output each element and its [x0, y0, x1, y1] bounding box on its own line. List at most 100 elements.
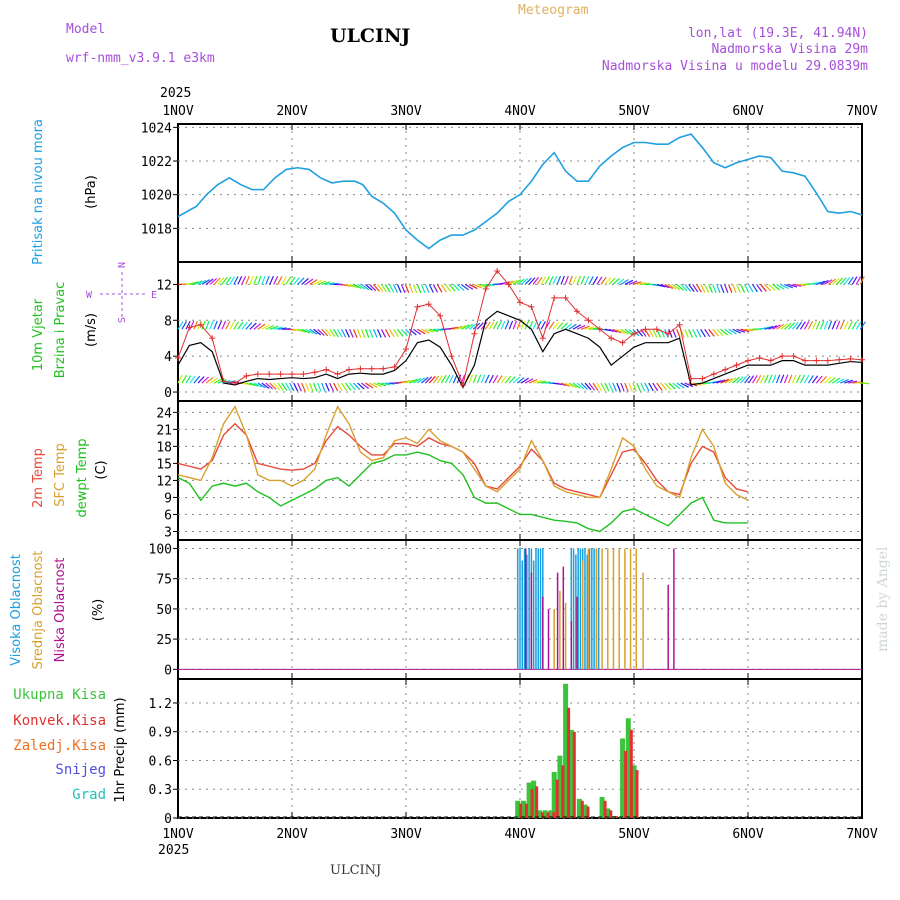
wind-arrow — [189, 375, 196, 384]
wind-arrow — [345, 382, 352, 391]
wind-arrow — [213, 277, 221, 285]
precip-total-bar — [542, 810, 548, 818]
wind-arrow — [428, 284, 434, 293]
wind-arrow — [392, 284, 398, 293]
y-tick-label: 0.6 — [149, 754, 172, 769]
wind-arrow — [616, 382, 621, 392]
wind-arrow — [360, 329, 366, 338]
wind-arrow — [285, 382, 291, 392]
wind-arrow — [568, 275, 573, 285]
wind-arrow — [353, 329, 358, 338]
wind-arrow — [273, 276, 279, 285]
precip-conv-bar — [546, 812, 550, 818]
wind-arrow — [580, 325, 590, 330]
wind-arrow — [772, 324, 781, 330]
wind-arrow — [376, 329, 382, 338]
wind-arrow — [297, 328, 307, 333]
precip-conv-bar — [609, 810, 613, 818]
wind-arrow — [744, 375, 751, 384]
y-tick-label: 0 — [164, 663, 172, 678]
wind-arrow — [799, 374, 806, 384]
wind-arrow — [828, 377, 836, 384]
wind-arrow — [824, 279, 833, 285]
wind-arrow — [201, 279, 210, 285]
wind-arrow — [396, 284, 402, 293]
precip-conv-bar — [561, 765, 565, 818]
wind-arrow — [596, 382, 603, 392]
precip-total-bar — [536, 810, 542, 818]
wind-arrow — [672, 283, 681, 291]
wind-arrow — [815, 375, 823, 384]
wind-arrow — [752, 375, 758, 384]
footer-station: ULCINJ — [330, 863, 381, 878]
wind-arrow — [269, 325, 279, 330]
wind-arrow — [855, 321, 862, 330]
wind-arrow — [560, 275, 565, 285]
wind-arrow — [325, 282, 335, 286]
wind-arrow — [364, 329, 370, 338]
wind-arrow — [552, 321, 560, 330]
wind-arrow — [317, 382, 322, 392]
wind-arrow — [712, 328, 720, 337]
wind-arrow — [301, 382, 306, 392]
wind-arrow — [265, 324, 275, 330]
wind-arrow — [720, 378, 730, 384]
precip-total-bar — [531, 780, 537, 818]
wind-arrow — [532, 276, 539, 285]
wind-arrow — [333, 382, 339, 392]
y-tick-label: 1020 — [141, 189, 172, 204]
wind-arrow — [480, 374, 486, 384]
wind-arrow — [592, 382, 599, 391]
wind-arrow — [321, 382, 326, 392]
wind-arrow — [305, 382, 310, 392]
wind-arrow — [680, 283, 688, 292]
wind-arrow — [281, 276, 287, 285]
wind-arrow — [652, 328, 658, 338]
x-tick-label-top: 2NOV — [276, 104, 307, 119]
wind-arrow — [732, 376, 740, 384]
precip-total-bar — [576, 798, 582, 818]
y-tick-label: 0 — [164, 386, 172, 401]
wind-arrow — [392, 328, 400, 338]
wind-arrow — [764, 325, 774, 330]
wind-arrow — [245, 382, 255, 387]
wind-arrow — [508, 376, 516, 384]
wind-arrow — [632, 281, 642, 285]
y-tick-label: 9 — [164, 491, 172, 506]
precip-total-bar — [620, 738, 626, 818]
wind-arrow — [756, 284, 763, 293]
wind-arrow — [672, 329, 677, 338]
wind-arrow — [496, 320, 502, 330]
wind-arrow — [325, 382, 330, 392]
wind-arrow — [361, 382, 370, 390]
wind-arrow — [472, 374, 478, 384]
wind-arrow — [245, 322, 253, 330]
wind-arrow — [564, 323, 573, 330]
wind-arrow — [799, 321, 806, 330]
wind-arrow — [656, 283, 666, 288]
y-tick-label: 6 — [164, 508, 172, 523]
wind-arrow — [752, 284, 758, 293]
wind-arrow — [468, 283, 478, 290]
wind-arrow — [349, 382, 356, 391]
wind-arrow — [424, 376, 433, 384]
y-tick-label: 3 — [164, 525, 172, 540]
wind-arrow — [648, 328, 654, 338]
wind-arrow — [181, 374, 188, 384]
t2m-label: 2m Temp — [31, 448, 46, 508]
wind-arrow — [847, 320, 853, 330]
wind-arrow — [660, 329, 665, 338]
wind-arrow — [257, 382, 266, 389]
y-axis-ticks: 1018 1020 1022 1024 0 4 8 12 3 6 9 12 15 18 21 24 0 25 50 7… — [141, 121, 172, 827]
wind-arrow — [855, 276, 862, 285]
sfc-label: SFC Temp — [53, 443, 68, 507]
wind-arrow — [373, 382, 383, 388]
wind-arrow — [736, 284, 741, 293]
wind-arrow — [588, 382, 595, 391]
wind-arrow — [580, 382, 588, 390]
wind-arrow — [668, 382, 676, 390]
wind-arrow — [221, 276, 228, 285]
wind-arrow — [720, 328, 728, 336]
wind-arrow — [380, 328, 387, 338]
wind-arrow — [776, 283, 785, 290]
